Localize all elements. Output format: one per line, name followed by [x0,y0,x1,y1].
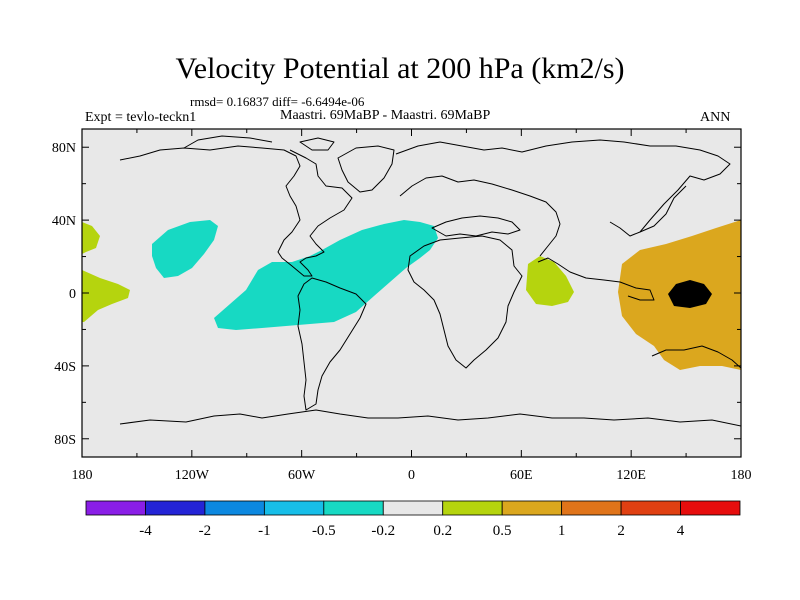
colorbar-label: -1 [258,523,271,539]
lat-tick-label: 80N [52,141,76,156]
colorbar-swatch [561,500,622,516]
stats-line: rmsd= 0.16837 diff= -6.6494e-06 [190,94,365,109]
central-pacific-positive-west [82,222,100,254]
lat-tick-label: 40S [54,360,76,375]
colorbar-swatch [204,500,265,516]
europe-coastline [395,139,731,237]
lon-tick-label: 120E [616,468,646,483]
europe-coastline [431,215,521,237]
australia-coastline [651,345,741,369]
lat-tick-label: 80S [54,433,76,448]
colorbar-label: 0.5 [493,523,512,539]
latitude-axis: 80N 40N 0 40S 80S [52,141,741,448]
colorbar-label: -2 [199,523,212,539]
lat-tick-label: 0 [69,287,76,302]
lon-tick-label: 180 [72,468,93,483]
colorbar-swatch [442,500,503,516]
lat-tick-label: 40N [52,214,76,229]
colorbar: -4 -2 -1 -0.5 -0.2 0.2 0.5 1 2 4 [85,500,741,539]
colorbar-label: 0.2 [433,523,452,539]
lon-tick-label: 120W [175,468,210,483]
colorbar-swatch [323,500,384,516]
greenland-coastline [337,145,395,193]
antarctica-coastline [119,409,741,427]
case-label: Maastri. 69MaBP - Maastri. 69MaBP [280,108,491,123]
colorbar-swatch [382,500,444,516]
colorbar-label: -4 [139,523,152,539]
south-america-coastline [297,277,367,411]
lon-tick-label: 180 [731,468,752,483]
north-america-coastline [119,145,353,277]
atlantic-negative-band [214,220,438,330]
season-label: ANN [700,110,731,125]
colorbar-swatch [145,500,206,516]
experiment-label: Expt = tevlo-teckn1 [85,110,197,125]
colorbar-label: -0.5 [312,523,336,539]
east-asia-coastline [639,185,687,233]
lon-tick-label: 0 [408,468,415,483]
colorbar-label: 1 [558,523,566,539]
africa-coastline [407,235,523,369]
map-contour-fills [82,220,741,370]
colorbar-label: 4 [677,523,685,539]
arctic-island-coastline [299,137,335,151]
central-pacific-positive-west [82,270,130,322]
west-pacific-maximum [668,280,712,308]
colorbar-swatch [680,500,741,516]
lon-tick-label: 60W [288,468,316,483]
north-america-coastline [183,135,273,149]
colorbar-swatch [501,500,563,516]
colorbar-label: 2 [617,523,625,539]
colorbar-swatch [263,500,325,516]
plot-title: Velocity Potential at 200 hPa (km2/s) [175,52,625,85]
colorbar-label: -0.2 [371,523,395,539]
colorbar-swatch [620,500,681,516]
eurasia-coastline [399,175,561,257]
lon-tick-label: 60E [510,468,533,483]
indian-ocean-negative [526,256,574,306]
colorbar-swatch [85,500,146,516]
coastlines [119,135,741,427]
north-pacific-positive [152,220,218,278]
longitude-axis: 180 120W 60W 0 60E 120E 180 [72,129,752,483]
indian-peninsula-coastline [537,257,655,301]
